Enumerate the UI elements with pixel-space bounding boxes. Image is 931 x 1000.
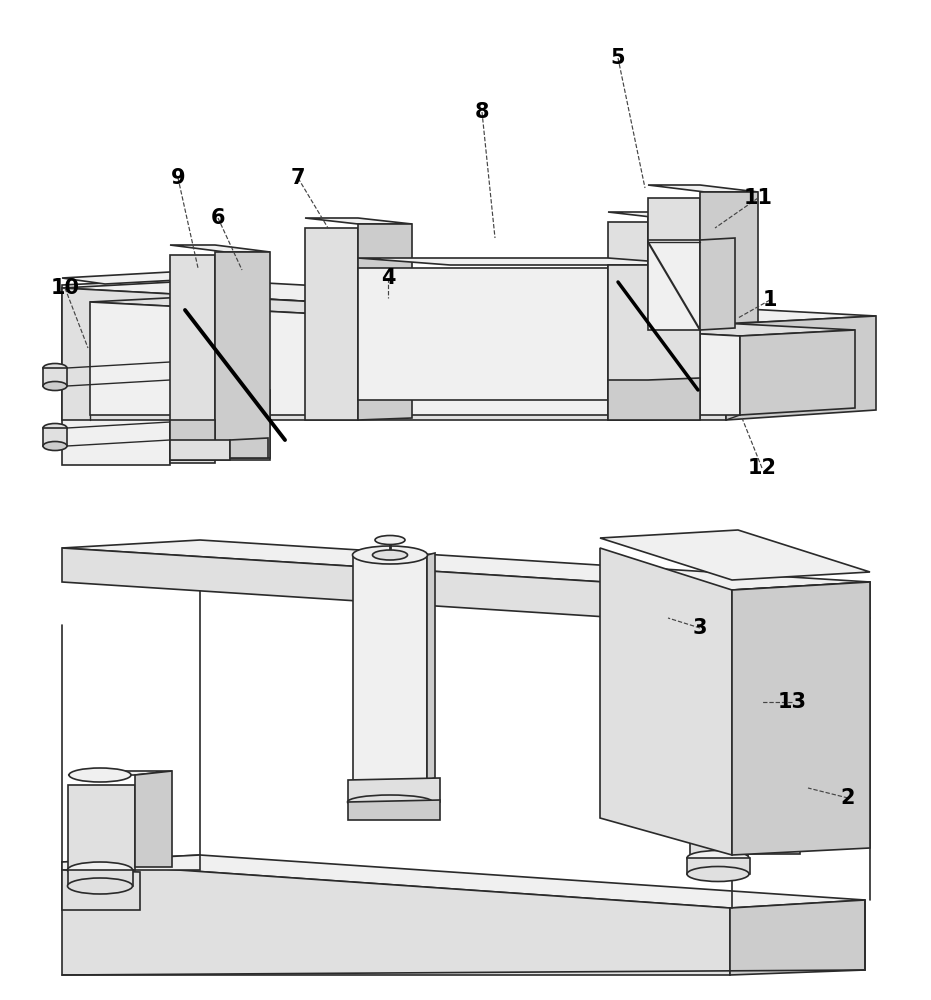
Ellipse shape: [347, 795, 433, 809]
Text: 2: 2: [841, 788, 856, 808]
Polygon shape: [68, 771, 172, 775]
Polygon shape: [353, 555, 427, 780]
Polygon shape: [170, 278, 215, 463]
Ellipse shape: [353, 546, 427, 564]
Polygon shape: [62, 870, 140, 910]
Polygon shape: [687, 858, 750, 874]
Text: 4: 4: [381, 268, 396, 288]
Polygon shape: [43, 368, 67, 386]
Polygon shape: [608, 265, 700, 400]
Text: 13: 13: [777, 692, 806, 712]
Polygon shape: [348, 800, 440, 820]
Polygon shape: [748, 745, 800, 854]
Polygon shape: [700, 238, 735, 330]
Polygon shape: [62, 272, 215, 284]
Text: 12: 12: [748, 458, 776, 478]
Polygon shape: [732, 582, 870, 855]
Polygon shape: [62, 855, 865, 908]
Polygon shape: [648, 240, 700, 330]
Polygon shape: [215, 390, 270, 460]
Ellipse shape: [687, 850, 749, 865]
Ellipse shape: [43, 363, 67, 372]
Polygon shape: [62, 862, 730, 975]
Polygon shape: [690, 738, 800, 746]
Ellipse shape: [69, 768, 131, 782]
Polygon shape: [358, 268, 608, 400]
Polygon shape: [700, 192, 758, 325]
Ellipse shape: [68, 862, 132, 878]
Polygon shape: [43, 428, 67, 446]
Polygon shape: [135, 771, 172, 867]
Text: 1: 1: [762, 290, 777, 310]
Polygon shape: [648, 218, 700, 420]
Polygon shape: [648, 185, 758, 192]
Ellipse shape: [43, 442, 67, 450]
Polygon shape: [90, 302, 740, 415]
Polygon shape: [608, 378, 700, 420]
Polygon shape: [170, 440, 230, 460]
Text: 8: 8: [475, 102, 490, 122]
Polygon shape: [170, 255, 215, 460]
Polygon shape: [90, 296, 855, 336]
Text: 7: 7: [290, 168, 305, 188]
Text: 6: 6: [210, 208, 225, 228]
Polygon shape: [62, 280, 876, 324]
Ellipse shape: [43, 381, 67, 390]
Ellipse shape: [375, 536, 405, 544]
Polygon shape: [648, 198, 700, 325]
Text: 11: 11: [744, 188, 773, 208]
Polygon shape: [348, 778, 440, 802]
Polygon shape: [730, 900, 865, 975]
Polygon shape: [62, 280, 170, 465]
Polygon shape: [358, 258, 700, 265]
Polygon shape: [170, 245, 270, 252]
Polygon shape: [305, 228, 358, 420]
Text: 10: 10: [50, 278, 79, 298]
Ellipse shape: [687, 866, 749, 882]
Polygon shape: [62, 855, 200, 870]
Polygon shape: [427, 553, 435, 780]
Polygon shape: [230, 438, 268, 458]
Polygon shape: [732, 582, 870, 625]
Polygon shape: [608, 212, 700, 218]
Text: 5: 5: [611, 48, 626, 68]
Polygon shape: [690, 750, 748, 858]
Ellipse shape: [372, 550, 408, 560]
Polygon shape: [600, 530, 870, 580]
Polygon shape: [62, 540, 870, 590]
Polygon shape: [68, 785, 135, 870]
Polygon shape: [170, 420, 215, 460]
Text: 3: 3: [693, 618, 708, 638]
Polygon shape: [358, 224, 412, 420]
Polygon shape: [726, 316, 876, 420]
Polygon shape: [305, 218, 412, 224]
Polygon shape: [608, 222, 648, 420]
Polygon shape: [68, 870, 133, 886]
Polygon shape: [62, 288, 726, 420]
Polygon shape: [600, 548, 732, 855]
Polygon shape: [740, 330, 855, 415]
Ellipse shape: [43, 424, 67, 432]
Polygon shape: [62, 548, 732, 625]
Polygon shape: [215, 252, 270, 458]
Ellipse shape: [68, 878, 132, 894]
Text: 9: 9: [170, 168, 185, 188]
